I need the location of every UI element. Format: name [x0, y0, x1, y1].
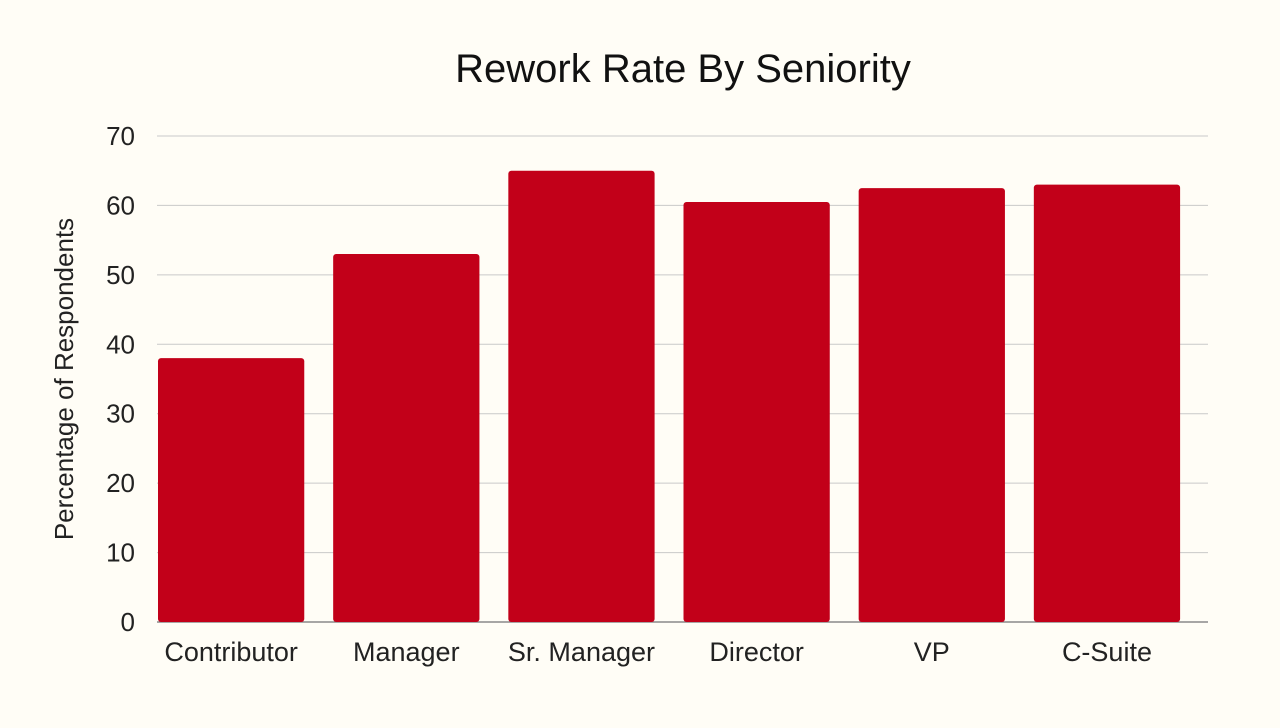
bar-vp	[858, 188, 1005, 623]
bar-sr-manager	[508, 170, 655, 622]
bars	[158, 170, 1181, 623]
x-category-label: Manager	[353, 637, 460, 667]
bar-director	[683, 201, 830, 622]
y-tick-labels: 0 10 20 30 40 50 60 70	[106, 121, 135, 637]
gridlines	[157, 135, 1208, 623]
x-category-label: Contributor	[164, 637, 298, 667]
y-tick-label-10: 10	[106, 538, 135, 568]
y-axis-label: Percentage of Respondents	[49, 218, 79, 540]
y-tick-label-60: 60	[106, 190, 135, 220]
x-category-labels: Contributor Manager Sr. Manager Director VP C…	[164, 637, 1152, 667]
y-tick-label-50: 50	[106, 260, 135, 290]
bar-manager	[333, 254, 480, 622]
bar-c-suite	[1033, 184, 1181, 622]
y-tick-label-20: 20	[106, 468, 135, 498]
bar-contributor	[158, 358, 305, 622]
x-category-label: C-Suite	[1062, 637, 1152, 667]
y-tick-label-70: 70	[106, 121, 135, 151]
y-tick-label-40: 40	[106, 329, 135, 359]
x-category-label: Director	[709, 637, 804, 667]
x-category-label: Sr. Manager	[508, 637, 655, 667]
chart-title: Rework Rate By Seniority	[455, 47, 911, 91]
y-tick-label-30: 30	[106, 399, 135, 429]
x-category-label: VP	[914, 637, 950, 667]
y-tick-label-0: 0	[121, 607, 135, 637]
